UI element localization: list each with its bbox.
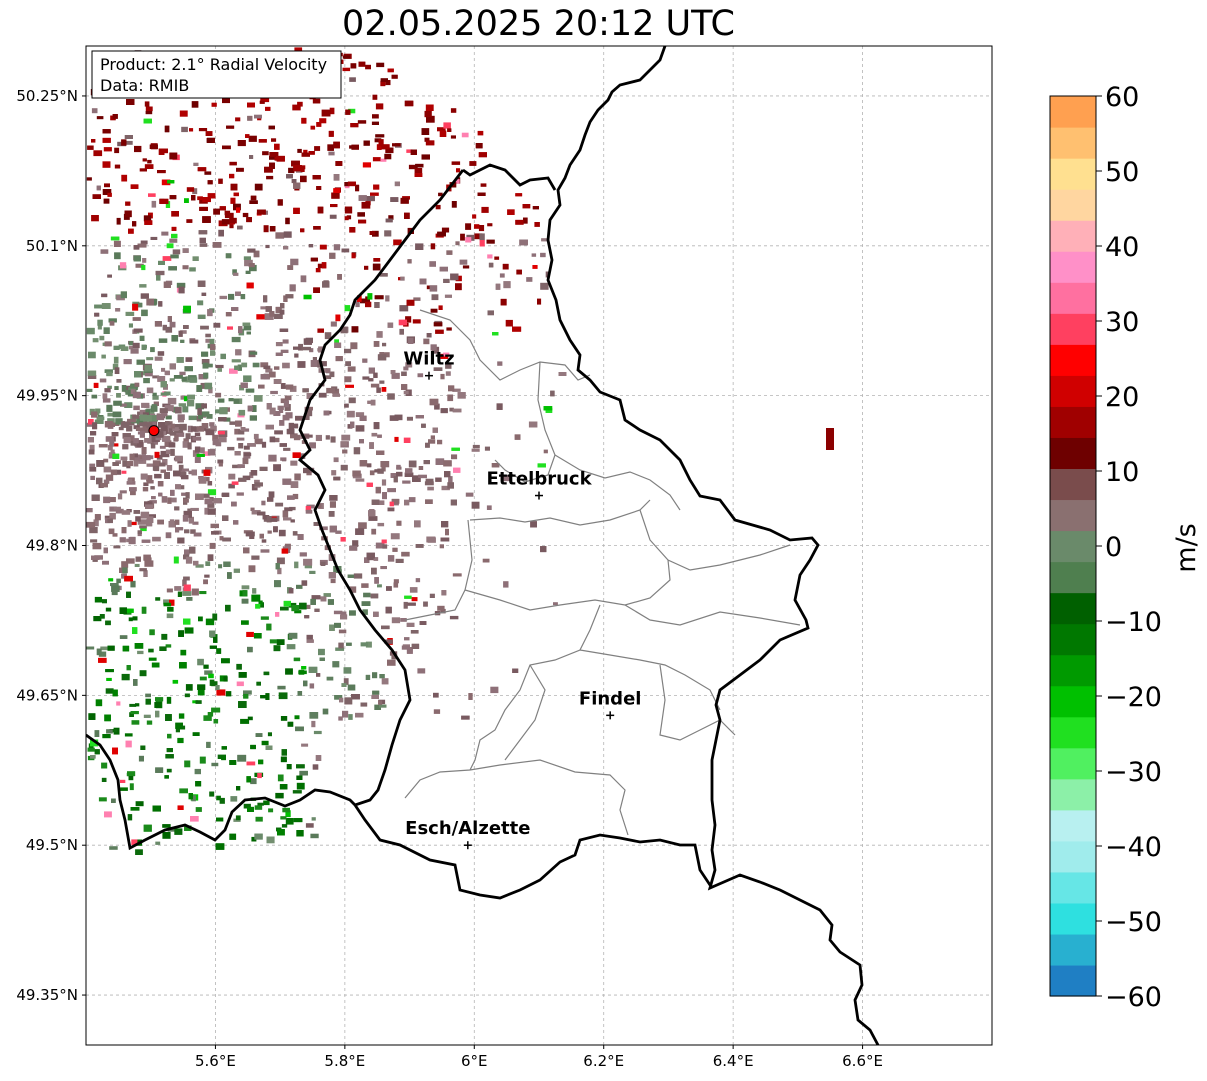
colorbar-swatch <box>1050 530 1096 563</box>
colorbar-swatch <box>1050 964 1096 997</box>
colorbar-swatch <box>1050 158 1096 190</box>
colorbar-swatch <box>1050 840 1096 873</box>
colorbar-swatch <box>1050 778 1096 811</box>
colorbar-swatch <box>1050 685 1096 718</box>
map-title: 02.05.2025 20:12 UTC <box>342 4 735 44</box>
city-findel: Findel <box>579 688 642 720</box>
country-border-main <box>86 46 880 1045</box>
colorbar-tick-label: 0 <box>1105 532 1122 563</box>
info-product: Product: 2.1° Radial Velocity <box>100 55 327 74</box>
info-data-source: Data: RMIB <box>100 76 189 95</box>
colorbar-tick-label: 40 <box>1105 232 1139 263</box>
boundaries <box>86 46 880 1045</box>
colorbar-tick-label: 60 <box>1105 82 1139 113</box>
city-label: Ettelbruck <box>486 469 592 490</box>
colorbar: 60 50 40 30 20 10 0 −10 −20 −30 −40 −50 −60 <box>1049 82 1162 1013</box>
colorbar-swatch <box>1050 809 1096 842</box>
city-wiltz: Wiltz <box>403 349 455 380</box>
colorbar-unit-label: m/s <box>1171 523 1202 572</box>
colorbar-swatch <box>1050 437 1096 470</box>
colorbar-tick-label: −40 <box>1105 832 1162 863</box>
colorbar-swatch <box>1050 592 1096 625</box>
colorbar-swatch <box>1050 623 1096 656</box>
colorbar-tick-label: 20 <box>1105 382 1139 413</box>
colorbar-swatch <box>1050 716 1096 749</box>
city-ettelbruck: Ettelbruck <box>486 469 593 500</box>
colorbar-tick-label: −30 <box>1105 757 1162 788</box>
colorbar-swatch <box>1050 933 1096 966</box>
lat-tick-label: 50.1°N <box>26 237 78 255</box>
lat-tick-label: 49.5°N <box>26 836 78 854</box>
lat-tick-label: 50.25°N <box>16 87 78 105</box>
info-box: Product: 2.1° Radial Velocity Data: RMIB <box>91 50 342 99</box>
colorbar-tick-label: 50 <box>1105 157 1139 188</box>
radar-site-marker <box>148 425 160 437</box>
colorbar-tick-label: −20 <box>1105 682 1162 713</box>
colorbar-swatch <box>1050 344 1096 376</box>
lat-tick-label: 49.35°N <box>16 986 78 1004</box>
axes: 5.6°E 5.8°E 6°E 6.2°E 6.4°E 6.6°E 50.25°N 50.1°… <box>16 87 883 1070</box>
colorbar-tick-label: 10 <box>1105 457 1139 488</box>
colorbar-swatch <box>1050 406 1096 438</box>
colorbar-swatch <box>1050 251 1096 283</box>
colorbar-swatch <box>1050 189 1096 221</box>
city-esch-alzette: Esch/Alzette <box>405 818 530 850</box>
colorbar-swatch <box>1050 96 1096 128</box>
city-label: Esch/Alzette <box>405 818 530 839</box>
colorbar-tick-label: −60 <box>1105 982 1162 1013</box>
lon-tick-label: 5.8°E <box>324 1052 365 1070</box>
lon-tick-label: 6.4°E <box>713 1052 754 1070</box>
colorbar-swatch <box>1050 654 1096 687</box>
colorbar-swatch <box>1050 220 1096 252</box>
lon-tick-label: 6°E <box>461 1052 488 1070</box>
colorbar-swatch <box>1050 375 1096 407</box>
colorbar-tick-label: 30 <box>1105 307 1139 338</box>
city-label: Wiltz <box>403 349 454 370</box>
canton-boundaries <box>404 309 801 836</box>
colorbar-swatch <box>1050 313 1096 345</box>
colorbar-tick-label: −50 <box>1105 907 1162 938</box>
colorbar-swatch <box>1050 902 1096 935</box>
lon-tick-label: 5.6°E <box>195 1052 236 1070</box>
lon-tick-label: 6.2°E <box>583 1052 624 1070</box>
colorbar-swatch <box>1050 871 1096 904</box>
colorbar-swatch <box>1050 468 1096 501</box>
colorbar-swatch <box>1050 127 1096 159</box>
colorbar-swatch <box>1050 561 1096 594</box>
lon-tick-label: 6.6°E <box>842 1052 883 1070</box>
city-markers: Wiltz Ettelbruck Findel Esch/Alzette <box>403 349 641 850</box>
lat-tick-label: 49.65°N <box>16 686 78 704</box>
radar-echoes <box>86 47 834 855</box>
colorbar-swatch <box>1050 282 1096 314</box>
colorbar-swatch <box>1050 747 1096 780</box>
colorbar-swatch <box>1050 499 1096 532</box>
colorbar-tick-label: −10 <box>1105 607 1162 638</box>
city-label: Findel <box>579 688 642 709</box>
lat-tick-label: 49.95°N <box>16 387 78 405</box>
lat-tick-label: 49.8°N <box>26 537 78 555</box>
